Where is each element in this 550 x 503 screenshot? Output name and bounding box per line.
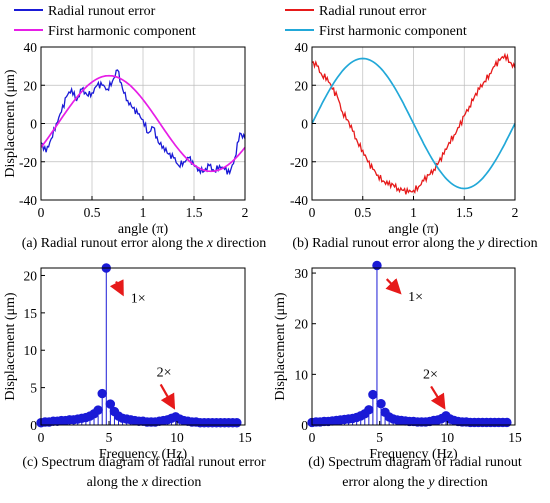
x-axis-label: Frequency (Hz) — [369, 447, 458, 462]
y-axis-label: Displacement (μm) — [3, 292, 18, 401]
series-line-2 — [311, 57, 516, 190]
annotation-label: 1× — [408, 290, 423, 305]
x-tick-label: 10 — [170, 430, 184, 445]
stem-marker — [93, 405, 103, 415]
x-tick-label: 15 — [238, 430, 252, 445]
figure-caption: (d) Spectrum diagram of radial runout — [308, 455, 522, 470]
x-tick-label: 1 — [140, 205, 147, 220]
x-tick-label: 0.5 — [354, 205, 371, 220]
plot-area — [41, 268, 245, 425]
stem-marker — [368, 389, 378, 400]
y-axis-label: Displacement (μm) — [273, 292, 288, 401]
legend-label: Radial runout error — [48, 4, 156, 19]
panel-d: 1× 2× 0 5 10 15 0 10 20 30 Frequency (Hz) Displacem… — [273, 260, 522, 462]
caption-part: x — [141, 475, 149, 490]
annotation-label: 1× — [131, 291, 146, 306]
stem-marker — [105, 399, 116, 409]
figure-caption: (c) Spectrum diagram of radial runout er… — [22, 455, 266, 470]
caption-part: (a) Radial runout error along the — [22, 236, 207, 251]
panel-c: 1× 2× 0 5 10 15 0 5 10 15 20 Frequency (Hz) Displace… — [3, 263, 252, 462]
series-line-2 — [40, 74, 246, 173]
axes-frame — [40, 267, 246, 426]
y-tick-label: 30 — [295, 266, 309, 281]
stem-marker — [97, 388, 107, 399]
x-tick-label: 2 — [242, 205, 249, 220]
caption-part: (c) Spectrum diagram of radial runout er… — [22, 455, 266, 470]
x-tick-label: 0 — [38, 430, 45, 445]
figure-caption: (b) Radial runout error along the y dire… — [292, 236, 537, 251]
x-tick-label: 2 — [512, 205, 519, 220]
y-tick-label: 0 — [30, 418, 37, 433]
x-tick-label: 1.5 — [186, 205, 203, 220]
caption-part: x — [206, 236, 214, 251]
x-tick-label: 0.5 — [84, 205, 101, 220]
x-tick-label: 0 — [38, 205, 45, 220]
x-tick-label: 10 — [441, 430, 455, 445]
y-tick-label: -40 — [19, 193, 37, 208]
annotation-arrow — [385, 278, 402, 295]
annotation-arrow — [109, 279, 124, 297]
figure-caption: (a) Radial runout error along the x dire… — [22, 236, 267, 251]
x-tick-label: 1 — [410, 205, 417, 220]
caption-part: (d) Spectrum diagram of radial runout — [308, 455, 522, 470]
figure-caption: error along the y direction — [342, 475, 487, 490]
stem-marker — [364, 405, 374, 415]
annotation-label: 2× — [157, 365, 172, 380]
legend-label: First harmonic component — [48, 24, 196, 39]
caption-part: y — [476, 236, 485, 251]
panel-b: 0 0.5 1 1.5 2 -40 -20 0 20 40 angle (π) Radial runo… — [285, 4, 518, 237]
y-tick-label: 0 — [301, 117, 308, 132]
caption-part: y — [426, 475, 435, 490]
y-tick-label: 10 — [295, 367, 309, 382]
caption-part: (b) Radial runout error along the — [292, 236, 478, 251]
x-axis-label: angle (π) — [118, 222, 169, 237]
caption-part: along the — [87, 475, 142, 490]
caption-part: direction — [213, 236, 266, 251]
y-tick-label: 40 — [295, 40, 309, 55]
y-tick-label: 15 — [24, 306, 38, 321]
annotation-arrow — [430, 385, 446, 410]
y-tick-label: 20 — [24, 268, 38, 283]
axes-frame — [311, 267, 516, 426]
x-axis-label: angle (π) — [388, 222, 439, 237]
annotation-arrow — [159, 383, 176, 410]
stem-marker — [376, 399, 386, 409]
series-line-1 — [40, 69, 246, 176]
annotation-label: 2× — [423, 367, 438, 382]
x-tick-label: 0 — [309, 205, 316, 220]
y-tick-label: 0 — [30, 117, 37, 132]
caption-part: direction — [434, 475, 487, 490]
y-tick-label: 20 — [295, 317, 309, 332]
y-tick-label: -40 — [290, 193, 308, 208]
y-tick-label: 0 — [301, 418, 308, 433]
caption-part: direction — [484, 236, 537, 251]
x-axis-label: Frequency (Hz) — [99, 447, 188, 462]
x-tick-label: 0 — [309, 430, 316, 445]
x-tick-label: 5 — [106, 430, 113, 445]
plot-area — [312, 268, 515, 425]
y-tick-label: -20 — [19, 155, 37, 170]
x-tick-label: 15 — [508, 430, 522, 445]
figure-caption: along the x direction — [87, 475, 202, 490]
y-tick-label: 20 — [295, 78, 309, 93]
y-axis-label: Displacement (μm) — [3, 69, 18, 178]
legend-label: Radial runout error — [319, 4, 427, 19]
y-tick-label: -20 — [290, 155, 308, 170]
caption-part: direction — [148, 475, 201, 490]
legend-label: First harmonic component — [319, 24, 467, 39]
x-tick-label: 1.5 — [456, 205, 473, 220]
x-tick-label: 5 — [376, 430, 383, 445]
panel-a: 0 0.5 1 1.5 2 -40 -20 0 20 40 angle (π) Displacemen… — [3, 4, 248, 237]
stem-marker — [232, 418, 242, 428]
y-tick-label: 40 — [24, 40, 38, 55]
y-tick-label: 5 — [30, 381, 37, 396]
caption-part: error along the — [342, 475, 428, 490]
series-line-1 — [311, 52, 516, 195]
y-tick-label: 20 — [24, 78, 38, 93]
y-tick-label: 10 — [24, 343, 38, 358]
